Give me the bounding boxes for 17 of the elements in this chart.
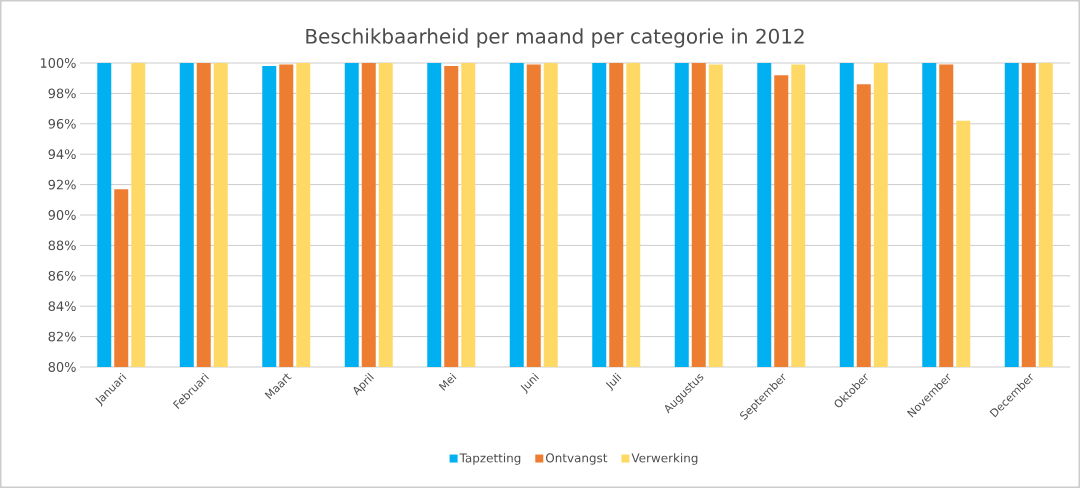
y-tick-label: 82% (48, 331, 76, 342)
y-tick-label: 90% (48, 210, 76, 220)
legend-label: Ontvangst (545, 453, 608, 465)
y-tick-label: 84% (48, 301, 76, 312)
y-tick-label: 96% (48, 118, 76, 129)
y-tick-label: 80% (48, 362, 76, 372)
legend-label: Tapzetting (459, 453, 521, 465)
x-tick-label: Mei (438, 372, 457, 391)
x-tick-label: Juli (605, 372, 622, 392)
y-tick-label: 86% (48, 270, 76, 281)
legend-label: Verwerking (631, 453, 698, 465)
y-tick-label: 100% (40, 58, 76, 68)
y-tick-label: 92% (48, 179, 76, 190)
y-tick-label: 94% (48, 149, 76, 160)
y-tick-label: 88% (48, 240, 76, 251)
chart-title: Beschikbaarheid per maand per categorie in 2012 (306, 28, 804, 48)
y-tick-label: 98% (48, 88, 76, 99)
